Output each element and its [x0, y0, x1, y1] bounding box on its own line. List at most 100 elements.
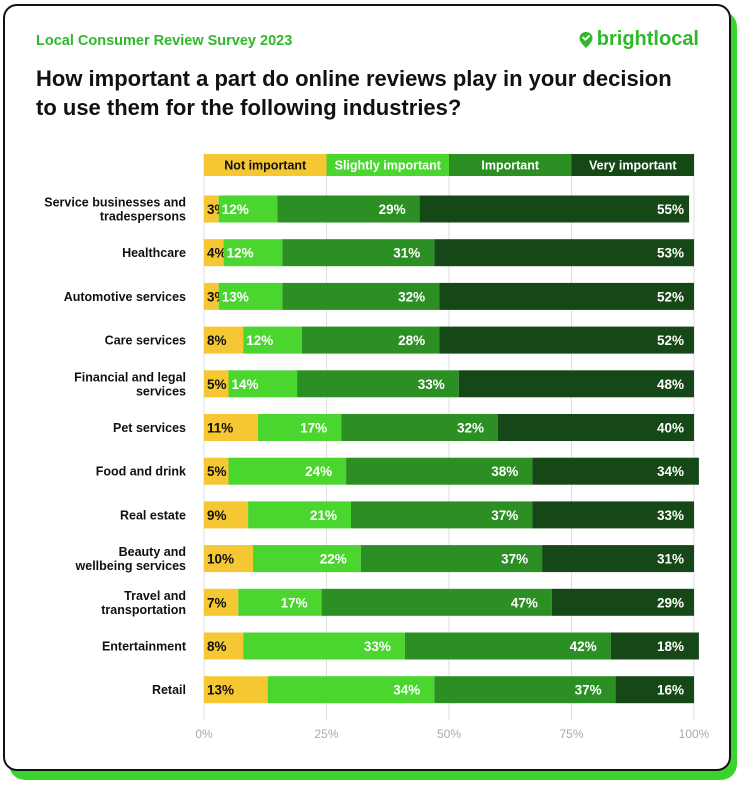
data-label: 33% [418, 377, 445, 392]
category-label: Travel and transportation [101, 589, 186, 617]
legend-label: Slightly important [335, 159, 442, 173]
bar-segment [204, 676, 268, 704]
bar-segment [297, 370, 459, 398]
data-label: 29% [657, 595, 684, 610]
data-label: 5% [207, 464, 227, 479]
data-label: 37% [501, 552, 528, 567]
data-label: 14% [232, 377, 259, 392]
data-label: 5% [207, 377, 227, 392]
bar-segment [267, 676, 435, 704]
data-label: 31% [657, 552, 684, 567]
bar-segment [204, 632, 244, 660]
bar-segment [282, 282, 440, 310]
bar-segment [277, 195, 420, 223]
data-label: 40% [657, 421, 684, 436]
category-label: Entertainment [102, 640, 187, 654]
bar-segment [302, 326, 440, 354]
bar-segment [238, 588, 322, 616]
bar-segment [532, 501, 694, 529]
data-label: 13% [222, 289, 249, 304]
data-label: 11% [207, 421, 233, 436]
brand-logo: brightlocal [578, 28, 699, 51]
bar-segment [615, 676, 694, 704]
bar-segment [419, 195, 690, 223]
bar-segment [218, 195, 278, 223]
data-label: 33% [657, 508, 684, 523]
data-label: 33% [364, 639, 391, 654]
bar-segment [218, 282, 283, 310]
bar-segment [439, 282, 694, 310]
bar-segment [204, 370, 229, 398]
data-label: 32% [398, 289, 425, 304]
data-label: 21% [310, 508, 337, 523]
bar-segment [204, 588, 239, 616]
data-label: 22% [320, 552, 347, 567]
category-label: Care services [105, 334, 186, 348]
bar-segment [321, 588, 552, 616]
bar-segment [204, 501, 249, 529]
category-label: Retail [152, 683, 186, 697]
bar-segment [204, 545, 253, 573]
bar-segment [248, 501, 351, 529]
data-label: 13% [207, 683, 234, 698]
data-label: 18% [657, 639, 684, 654]
category-label: Financial and legal services [74, 370, 186, 398]
survey-label: Local Consumer Review Survey 2023 [36, 33, 293, 49]
location-pin-icon [579, 31, 593, 48]
bar-segment [360, 545, 543, 573]
bar-segment [498, 414, 694, 441]
x-tick-label: 25% [314, 727, 338, 741]
bar-segment [204, 414, 258, 441]
bar-segment [243, 326, 302, 354]
category-label: Service businesses and tradespersons [44, 196, 186, 224]
legend-swatch [326, 154, 449, 176]
data-label: 31% [393, 246, 420, 261]
bar-segment [351, 501, 533, 529]
data-label: 12% [246, 333, 273, 348]
legend-swatch [449, 154, 572, 176]
data-label: 48% [657, 377, 684, 392]
data-label: 17% [281, 595, 308, 610]
bar-segment [204, 457, 229, 485]
x-tick-label: 0% [195, 727, 213, 741]
category-label: Healthcare [122, 246, 186, 260]
bar-segment [439, 326, 694, 354]
bar-segment [253, 545, 361, 573]
bar-segment [532, 457, 699, 485]
data-label: 12% [227, 246, 254, 261]
category-label: Pet services [113, 421, 186, 435]
data-label: 34% [393, 683, 420, 698]
bar-segment [243, 632, 405, 660]
bar-segment [434, 239, 694, 267]
data-label: 7% [207, 595, 227, 610]
data-label: 28% [398, 333, 425, 348]
data-label: 53% [657, 246, 684, 261]
data-label: 16% [657, 683, 684, 698]
category-label: Food and drink [96, 465, 186, 479]
bar-segment [341, 414, 498, 441]
legend-label: Very important [589, 159, 677, 173]
bar-segment [204, 282, 219, 310]
data-label: 4% [207, 246, 227, 261]
bar-segment [458, 370, 694, 398]
data-label: 32% [457, 421, 484, 436]
category-label: Real estate [120, 508, 186, 522]
bar-segment [404, 632, 611, 660]
data-label: 38% [491, 464, 518, 479]
bar-segment [257, 414, 342, 441]
data-label: 47% [511, 595, 538, 610]
bar-segment [542, 545, 694, 573]
category-label: Beauty and wellbeing services [75, 545, 187, 573]
x-tick-label: 75% [559, 727, 583, 741]
data-label: 29% [379, 202, 406, 217]
data-label: 52% [657, 289, 684, 304]
data-label: 9% [207, 508, 227, 523]
bar-segment [204, 326, 244, 354]
data-label: 34% [657, 464, 684, 479]
bar-segment [346, 457, 533, 485]
legend-label: Not important [224, 159, 307, 173]
legend-swatch [571, 154, 694, 176]
data-label: 37% [491, 508, 518, 523]
bar-segment [551, 588, 694, 616]
